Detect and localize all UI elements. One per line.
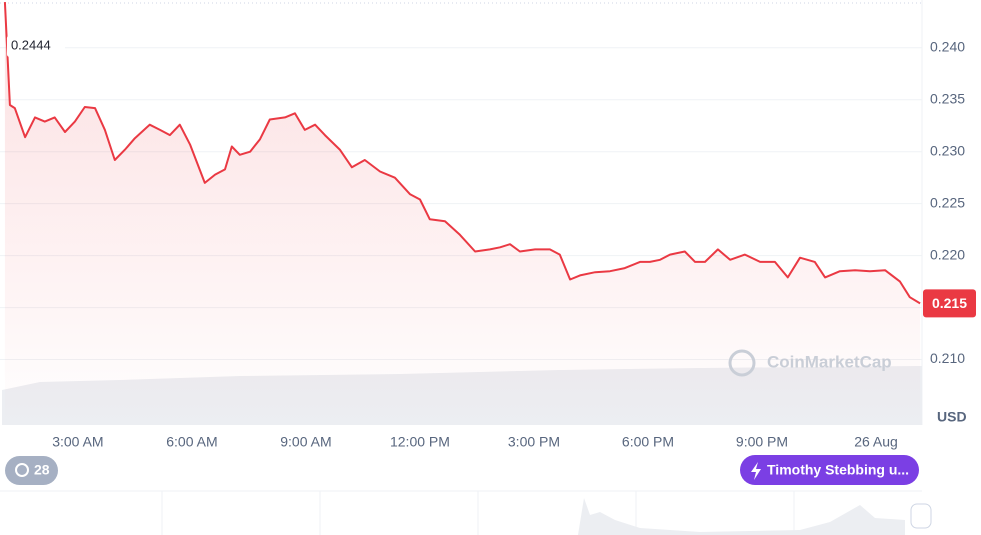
bolt-icon: [751, 462, 761, 480]
watermark: CoinMarketCap: [767, 352, 892, 371]
navigator-area: [578, 498, 905, 535]
y-tick-label: 0.240: [930, 39, 965, 55]
start-label: 0.2444: [11, 38, 51, 53]
x-tick-label: 9:00 AM: [280, 434, 331, 450]
navigator-handle[interactable]: [910, 503, 932, 529]
history-count: 28: [34, 462, 50, 478]
x-tick-label: 6:00 PM: [622, 434, 674, 450]
user-pill[interactable]: [740, 455, 919, 485]
x-tick-label: 6:00 AM: [166, 434, 217, 450]
y-tick-label: 0.225: [930, 194, 965, 210]
y-tick-label: 0.220: [930, 246, 965, 262]
line-area: [4, 2, 921, 425]
user-pill-text: Timothy Stebbing u...: [767, 462, 909, 478]
y-tick-label: 0.230: [930, 142, 965, 158]
last-label-bg: [923, 289, 976, 318]
start-label-bg: [6, 35, 65, 58]
x-tick-label: 3:00 AM: [52, 434, 103, 450]
watermark-logo: [728, 349, 756, 377]
y-tick-label: 0.210: [930, 350, 965, 366]
history-badge[interactable]: [5, 456, 58, 485]
x-tick-label: 12:00 PM: [390, 434, 450, 450]
x-tick-label: 9:00 PM: [736, 434, 788, 450]
plot: 0.210 0.215 0.220 0.225 0.230 0.235 0.240 3:00 …: [0, 2, 965, 450]
x-tick-label: 3:00 PM: [508, 434, 560, 450]
price-line: [3, 2, 921, 305]
navigator-grid: [161, 491, 795, 535]
history-icon: [15, 463, 29, 477]
x-tick-label: 26 Aug: [854, 434, 898, 450]
y-unit: USD: [937, 409, 967, 425]
last-label: 0.215: [932, 295, 967, 311]
y-tick-label: 0.235: [930, 90, 965, 106]
